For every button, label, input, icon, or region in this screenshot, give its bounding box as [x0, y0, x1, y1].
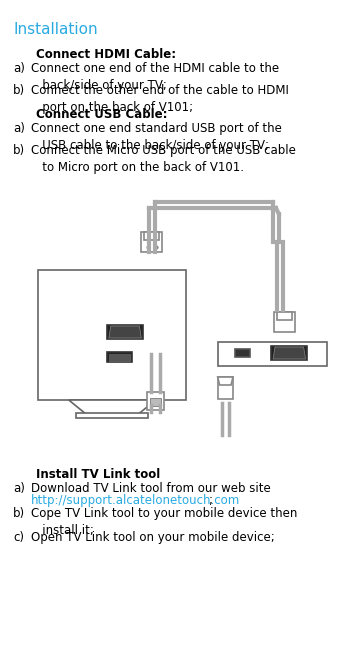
Text: Connect USB Cable:: Connect USB Cable:	[36, 108, 168, 121]
Bar	[274, 312, 295, 332]
Text: b): b)	[13, 144, 26, 157]
Bar	[147, 392, 164, 410]
Text: c): c)	[13, 531, 24, 544]
Bar	[271, 346, 307, 360]
Polygon shape	[69, 400, 155, 414]
Text: ;: ;	[208, 494, 212, 507]
Text: Install TV Link tool: Install TV Link tool	[36, 468, 160, 481]
Text: Connect one end standard USB port of the
   USB cable to the back/side of your T: Connect one end standard USB port of the…	[31, 122, 282, 152]
Text: Download TV Link tool from our web site: Download TV Link tool from our web site	[31, 482, 270, 495]
Bar	[218, 342, 328, 366]
Text: b): b)	[13, 84, 26, 97]
Text: Installation: Installation	[13, 22, 98, 37]
Bar	[150, 398, 162, 406]
Bar	[218, 377, 233, 399]
Polygon shape	[273, 347, 306, 359]
Bar	[235, 349, 250, 357]
Text: b): b)	[13, 507, 26, 520]
Bar	[277, 312, 292, 320]
Text: a): a)	[13, 482, 25, 495]
Text: Open TV Link tool on your mobile device;: Open TV Link tool on your mobile device;	[31, 531, 274, 544]
Text: http://support.alcatelonetouch.com: http://support.alcatelonetouch.com	[31, 494, 240, 507]
Bar	[144, 232, 159, 240]
Text: Connect one end of the HDMI cable to the
   back/side of your TV;: Connect one end of the HDMI cable to the…	[31, 62, 279, 92]
Text: a): a)	[13, 122, 25, 135]
Bar	[109, 354, 130, 361]
Bar	[107, 352, 132, 362]
Bar	[76, 413, 148, 418]
Bar	[38, 270, 186, 400]
Text: a): a)	[13, 62, 25, 75]
Polygon shape	[218, 377, 233, 385]
Bar	[141, 232, 162, 252]
Bar	[107, 325, 143, 339]
Text: Connect the other end of the cable to HDMI
   port on the back of V101;: Connect the other end of the cable to HD…	[31, 84, 288, 114]
Text: Connect the Micro USB port of the USB cable
   to Micro port on the back of V101: Connect the Micro USB port of the USB ca…	[31, 144, 295, 174]
Text: Connect HDMI Cable:: Connect HDMI Cable:	[36, 48, 176, 61]
Polygon shape	[109, 326, 141, 338]
Text: Cope TV Link tool to your mobile device then
   install it;: Cope TV Link tool to your mobile device …	[31, 507, 297, 537]
